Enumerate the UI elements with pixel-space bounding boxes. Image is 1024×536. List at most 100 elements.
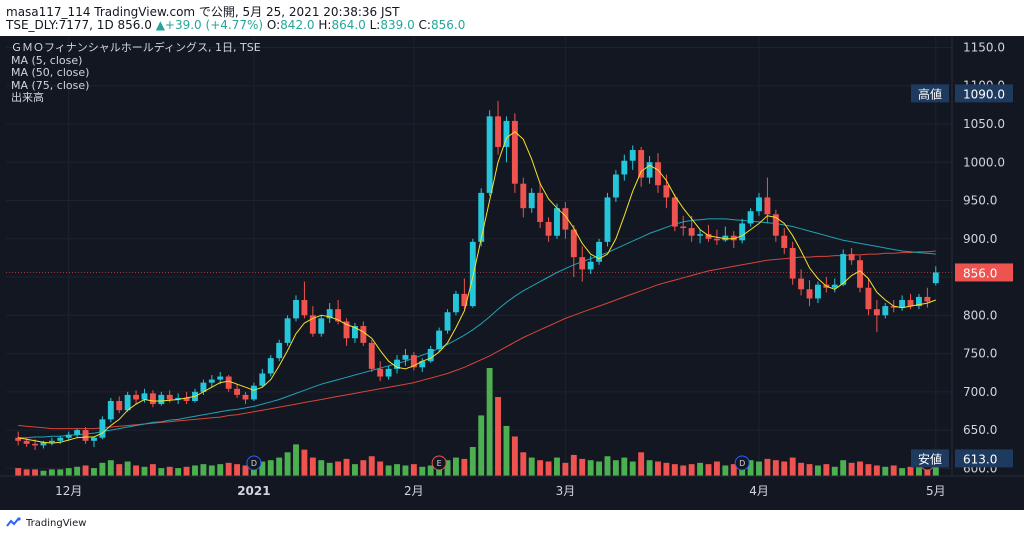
volume-bar-3: [40, 470, 47, 476]
price-tick-4: 950.0: [963, 194, 997, 208]
candle-body-2: [32, 443, 38, 446]
candle-body-102: [873, 309, 880, 316]
volume-bar-81: [697, 462, 704, 476]
volume-bar-31: [276, 457, 283, 476]
volume-bar-24: [217, 464, 224, 476]
candle-body-0: [15, 437, 22, 441]
change-arrow-icon: ▲: [155, 18, 165, 32]
candle-body-49: [427, 348, 434, 362]
candle-body-53: [461, 293, 468, 307]
candle-body-27: [242, 394, 249, 400]
candle-body-85: [730, 235, 737, 241]
candle-body-16: [149, 393, 156, 405]
volume-bar-7: [74, 466, 81, 476]
ohlc-info: TSE_DLY:7177, 1D 856.0 ▲+39.0 (+4.77%) O…: [6, 18, 465, 32]
candle-body-12: [116, 401, 123, 411]
candle-body-68: [587, 261, 594, 270]
volume-bar-88: [756, 461, 762, 476]
volume-bar-57: [495, 396, 501, 476]
time-label-2: 2月: [404, 484, 424, 498]
price-tick-5: 900.0: [963, 232, 997, 246]
candle-body-40: [351, 326, 358, 339]
high-label: H:: [318, 18, 332, 32]
legend-ma75: MA (75, close): [11, 78, 90, 92]
candle-body-100: [857, 260, 863, 288]
candle-body-10: [99, 419, 106, 438]
volume-bar-33: [293, 444, 299, 476]
candle-body-95: [814, 284, 821, 299]
candle-body-82: [705, 234, 712, 239]
candle-body-20: [183, 397, 190, 402]
candle-body-45: [394, 359, 400, 369]
volume-bar-75: [646, 460, 653, 476]
price-chart[interactable]: DEDE 1150.01100.01050.01000.0950.0900.08…: [0, 36, 1024, 510]
volume-bar-65: [562, 462, 569, 476]
low-tag-label-bg: [911, 449, 949, 468]
volume-bar-29: [259, 461, 266, 476]
candle-body-90: [772, 214, 779, 236]
volume-bar-95: [814, 465, 821, 476]
candle-body-74: [638, 150, 645, 178]
low-label: L:: [369, 18, 381, 32]
candle-body-81: [697, 234, 704, 236]
candle-body-11: [107, 401, 114, 420]
candle-body-36: [318, 318, 325, 334]
candle-body-109: [932, 272, 939, 284]
candle-body-32: [284, 318, 291, 343]
volume-bar-34: [301, 449, 308, 476]
candle-body-41: [360, 326, 367, 343]
volume-bar-93: [798, 462, 805, 476]
candle-body-89: [764, 197, 771, 215]
publish-info: masa117_114 TradingView.com で公開, 5月 25, …: [6, 5, 400, 19]
candle-body-88: [756, 197, 762, 212]
candle-body-77: [663, 185, 670, 198]
volume-bar-0: [15, 468, 22, 476]
candle-body-22: [200, 382, 207, 392]
volume-bar-13: [124, 461, 131, 476]
volume-bar-38: [335, 461, 342, 476]
candle-body-62: [537, 192, 544, 222]
candle-body-59: [511, 120, 518, 184]
candle-body-5: [57, 437, 64, 441]
volume-bar-45: [394, 464, 400, 476]
legend-volume: 出来高: [11, 91, 44, 104]
ma50-line: [18, 218, 936, 439]
candle-body-37: [326, 309, 333, 319]
candle-body-87: [747, 211, 754, 224]
volume-bar-52: [453, 457, 459, 476]
candle-body-1: [23, 440, 30, 444]
brand-label: TradingView: [26, 517, 87, 529]
candle-body-44: [385, 368, 392, 377]
time-label-4: 4月: [749, 484, 769, 498]
volume-bar-105: [899, 468, 906, 476]
volume-bar-82: [705, 464, 712, 476]
candle-body-14: [133, 394, 140, 400]
candle-body-106: [907, 300, 914, 307]
volume-bar-17: [158, 468, 165, 476]
volume-bar-36: [318, 460, 325, 476]
volume-bar-74: [638, 452, 645, 476]
tradingview-logo[interactable]: TradingView: [6, 517, 86, 529]
volume-bar-73: [629, 461, 636, 476]
volume-bar-46: [402, 465, 409, 476]
price-tick-2: 1050.0: [963, 117, 1005, 131]
low-tag-value-bg: [955, 449, 1013, 468]
volume-bar-47: [410, 464, 417, 476]
ma75-series: [18, 250, 936, 430]
volume-bar-109: [932, 464, 939, 476]
candle-body-7: [74, 430, 81, 435]
volume-bar-108: [924, 468, 931, 476]
volume-bar-68: [587, 460, 594, 476]
volume-bar-84: [722, 465, 729, 476]
candle-body-33: [293, 300, 299, 319]
current-tag-value: 856.0: [963, 266, 997, 280]
event-marker-0: [246, 455, 262, 471]
ma5-series: [18, 131, 936, 444]
candlesticks: [15, 101, 939, 450]
volume-bar-16: [149, 464, 156, 476]
volume-bar-63: [545, 461, 552, 476]
candle-body-23: [208, 379, 215, 383]
open-value: 842.0: [280, 18, 315, 32]
candle-body-64: [554, 208, 560, 236]
event-marker-1: [431, 455, 447, 471]
